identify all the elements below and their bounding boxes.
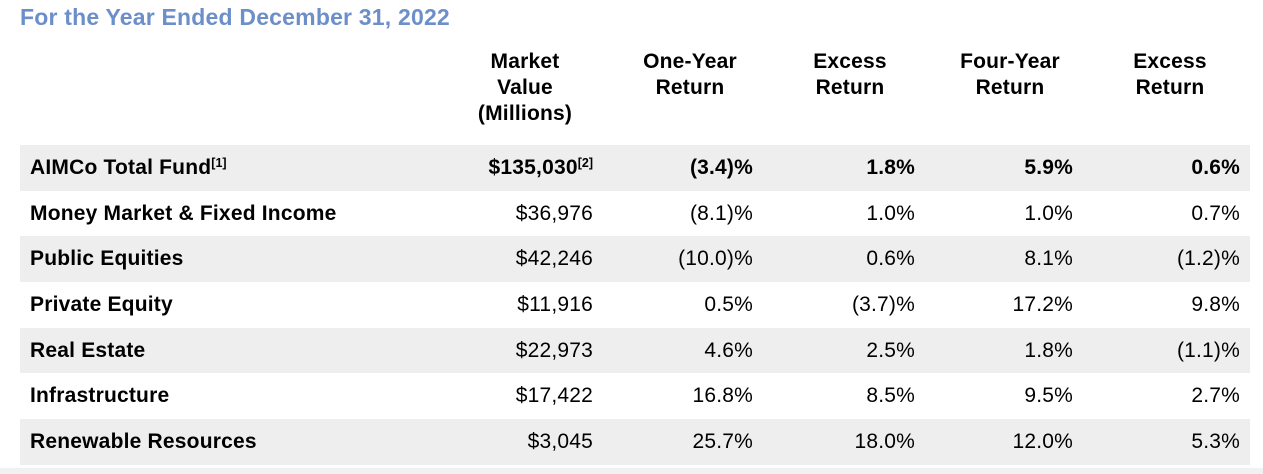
column-header-excess-return-2: Excess Return	[1133, 50, 1207, 99]
row-label: Infrastructure	[20, 373, 440, 420]
page-title: For the Year Ended December 31, 2022	[20, 4, 450, 30]
column-header-excess-return-1: Excess Return	[813, 50, 887, 99]
excess-return-1-cell: 18.0%	[770, 419, 930, 465]
row-label-text: AIMCo Total Fund	[30, 155, 212, 179]
excess-return-1-cell: 0.6%	[770, 236, 930, 283]
excess-return-2-cell: 0.6%	[1090, 145, 1250, 191]
excess-return-1-cell: 2.5%	[770, 327, 930, 374]
market-value-cell: $135,030[2]	[440, 145, 610, 191]
one-year-return-cell: 16.8%	[610, 373, 770, 420]
market-value-cell: $22,973	[440, 327, 610, 374]
market-value-cell: $42,246	[440, 236, 610, 283]
excess-return-1-cell: (3.7)%	[770, 282, 930, 328]
market-value-cell: $17,422	[440, 373, 610, 420]
bottom-divider	[0, 468, 1263, 474]
four-year-return-cell: 8.1%	[930, 236, 1090, 283]
excess-return-2-cell: 5.3%	[1090, 419, 1250, 465]
four-year-return-cell: 9.5%	[930, 373, 1090, 420]
excess-return-2-cell: 0.7%	[1090, 190, 1250, 237]
excess-return-1-cell: 1.8%	[770, 145, 930, 191]
table-row-private-equity: Private Equity $11,916 0.5% (3.7)% 17.2%…	[20, 282, 1250, 328]
market-value-cell: $36,976	[440, 190, 610, 237]
column-header-one-year-return: One-Year Return	[643, 50, 737, 99]
excess-return-2-cell: 9.8%	[1090, 282, 1250, 328]
table-row-real-estate: Real Estate $22,973 4.6% 2.5% 1.8% (1.1)…	[20, 327, 1250, 374]
table-row-public-equities: Public Equities $42,246 (10.0)% 0.6% 8.1…	[20, 236, 1250, 283]
footnote-marker-1: [1]	[211, 155, 227, 170]
one-year-return-cell: (8.1)%	[610, 190, 770, 237]
row-label: Real Estate	[20, 327, 440, 374]
table-row-infrastructure: Infrastructure $17,422 16.8% 8.5% 9.5% 2…	[20, 373, 1250, 420]
four-year-return-cell: 12.0%	[930, 419, 1090, 465]
one-year-return-cell: (3.4)%	[610, 145, 770, 191]
row-label: Money Market & Fixed Income	[20, 190, 440, 237]
four-year-return-cell: 5.9%	[930, 145, 1090, 191]
one-year-return-cell: 25.7%	[610, 419, 770, 465]
column-header-blank	[20, 49, 440, 145]
table-row-aimco-total-fund: AIMCo Total Fund[1] $135,030[2] (3.4)% 1…	[20, 145, 1250, 191]
row-label: Public Equities	[20, 236, 440, 283]
four-year-return-cell: 1.0%	[930, 190, 1090, 237]
excess-return-2-cell: (1.1)%	[1090, 327, 1250, 374]
excess-return-2-cell: 2.7%	[1090, 373, 1250, 420]
table-row-renewable-resources: Renewable Resources $3,045 25.7% 18.0% 1…	[20, 419, 1250, 465]
returns-table: Market Value (Millions) One-Year Return …	[20, 49, 1250, 465]
market-value-text: $135,030	[488, 155, 578, 179]
table-row-money-market-fixed-income: Money Market & Fixed Income $36,976 (8.1…	[20, 190, 1250, 237]
row-label: Renewable Resources	[20, 419, 440, 465]
one-year-return-cell: 0.5%	[610, 282, 770, 328]
four-year-return-cell: 17.2%	[930, 282, 1090, 328]
one-year-return-cell: (10.0)%	[610, 236, 770, 283]
table-header-row: Market Value (Millions) One-Year Return …	[20, 49, 1250, 145]
row-label: AIMCo Total Fund[1]	[20, 145, 440, 191]
market-value-cell: $3,045	[440, 419, 610, 465]
footnote-marker-2: [2]	[577, 155, 593, 170]
market-value-cell: $11,916	[440, 282, 610, 328]
one-year-return-cell: 4.6%	[610, 327, 770, 374]
four-year-return-cell: 1.8%	[930, 327, 1090, 374]
excess-return-2-cell: (1.2)%	[1090, 236, 1250, 283]
row-label: Private Equity	[20, 282, 440, 328]
column-header-market-value: Market Value (Millions)	[477, 50, 573, 125]
column-header-four-year-return: Four-Year Return	[960, 50, 1060, 99]
excess-return-1-cell: 1.0%	[770, 190, 930, 237]
excess-return-1-cell: 8.5%	[770, 373, 930, 420]
